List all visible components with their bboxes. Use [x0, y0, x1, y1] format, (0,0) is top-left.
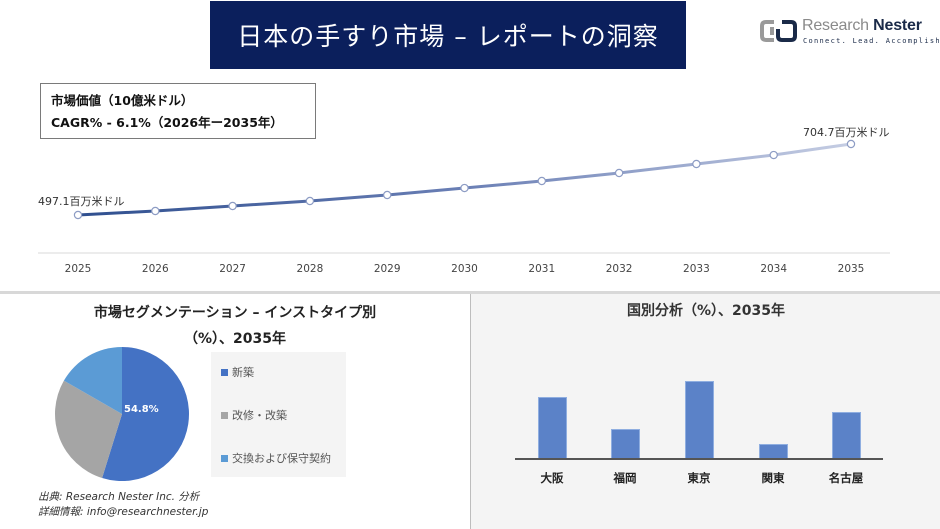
cagr-label: CAGR% - 6.1%（2026年ー2035年） [51, 115, 283, 130]
data-point-marker [460, 183, 469, 193]
market-value-line [77, 142, 852, 217]
pie-legend: 新築改修・改築交換および保守契約 [211, 352, 346, 477]
legend-label: 改修・改築 [232, 409, 287, 422]
legend-label: 新築 [232, 366, 254, 379]
market-value-label: 市場価値（10億米ドル） [51, 93, 194, 108]
country-bar [684, 381, 714, 459]
year-tick-label: 2025 [64, 263, 92, 275]
data-point-marker [383, 190, 392, 200]
country-bar [537, 396, 567, 459]
country-analysis-title: 国別分析（%）、2035年 [627, 303, 785, 319]
legend-label: 交換および保守契約 [232, 452, 331, 465]
legend-swatch-icon [221, 454, 228, 462]
year-tick-label: 2032 [605, 263, 633, 275]
market-info-box: 市場価値（10億米ドル） CAGR% - 6.1%（2026年ー2035年） [40, 83, 316, 139]
segmentation-title: 市場セグメンテーション – インストタイプ別 （%）、2035年 [93, 305, 377, 347]
country-bar-chart [515, 354, 885, 459]
year-tick-label: 2031 [528, 263, 556, 275]
contact-line: 詳細情報: info@researchnester.jp [38, 506, 209, 518]
year-tick-label: 2029 [373, 263, 401, 275]
pie-slice [54, 380, 122, 478]
data-point-marker [769, 150, 778, 160]
data-point-marker [614, 168, 624, 178]
pie-data-label: 54.8% [124, 404, 159, 415]
data-point-marker [537, 176, 546, 186]
legend-item: 交換および保守契約 [221, 450, 331, 466]
section-divider [0, 291, 940, 294]
year-tick-label: 2027 [219, 263, 246, 275]
logo-tagline: Connect. Lead. Accomplish [803, 37, 940, 45]
research-nester-logo: Research Nester Connect. Lead. Accomplis… [758, 17, 940, 48]
pie-slice [102, 347, 190, 481]
legend-swatch-icon [221, 368, 228, 376]
data-point-marker [151, 206, 160, 216]
pie-slice [63, 347, 122, 414]
segmentation-panel: 市場セグメンテーション – インストタイプ別 （%）、2035年 54.8% 新… [0, 294, 469, 529]
country-bar [831, 411, 861, 459]
country-label: 東京 [687, 471, 711, 485]
country-label: 福岡 [613, 471, 637, 485]
market-value-line-chart: 2025 2026 2027 2028 2029 2030 2031 2032 2033 2034… [30, 120, 910, 290]
country-label: 大阪 [540, 471, 564, 485]
data-point-marker [73, 210, 83, 220]
year-tick-label: 2035 [837, 263, 865, 275]
country-label: 名古屋 [828, 471, 864, 485]
source-note: 出典: Research Nester Inc. 分析 詳細情報: info@r… [38, 490, 208, 520]
bar-chart-axis [515, 458, 883, 460]
legend-swatch-icon [221, 411, 228, 419]
year-tick-label: 2028 [296, 263, 324, 275]
country-label: 関東 [761, 471, 785, 485]
legend-item: 新築 [221, 364, 254, 380]
year-tick-label: 2033 [683, 263, 710, 275]
year-tick-label: 2030 [451, 263, 478, 275]
segmentation-pie-chart [54, 347, 190, 481]
report-title-banner: 日本の手すり市場 – レポートの洞察 [210, 1, 686, 69]
year-tick-label: 2026 [141, 263, 169, 275]
end-value-label: 704.7百万米ドル [803, 126, 890, 139]
data-point-marker [305, 196, 315, 206]
legend-item: 改修・改築 [221, 407, 287, 423]
country-bar [610, 429, 640, 459]
logo-name: Research Nester [802, 17, 922, 34]
data-point-marker [846, 139, 856, 149]
line-chart-plot [38, 139, 890, 254]
country-analysis-panel: 国別分析（%）、2035年 大阪 福岡 東京 関東 名古屋 [470, 294, 940, 529]
data-point-marker [692, 159, 701, 169]
logo-link-icon [760, 20, 797, 42]
country-bar [758, 444, 788, 459]
year-tick-label: 2034 [760, 263, 788, 275]
source-line: 出典: Research Nester Inc. 分析 [38, 491, 200, 503]
report-title: 日本の手すり市場 – レポートの洞察 [237, 22, 659, 51]
data-point-marker [228, 201, 237, 211]
start-value-label: 497.1百万米ドル [38, 195, 125, 208]
